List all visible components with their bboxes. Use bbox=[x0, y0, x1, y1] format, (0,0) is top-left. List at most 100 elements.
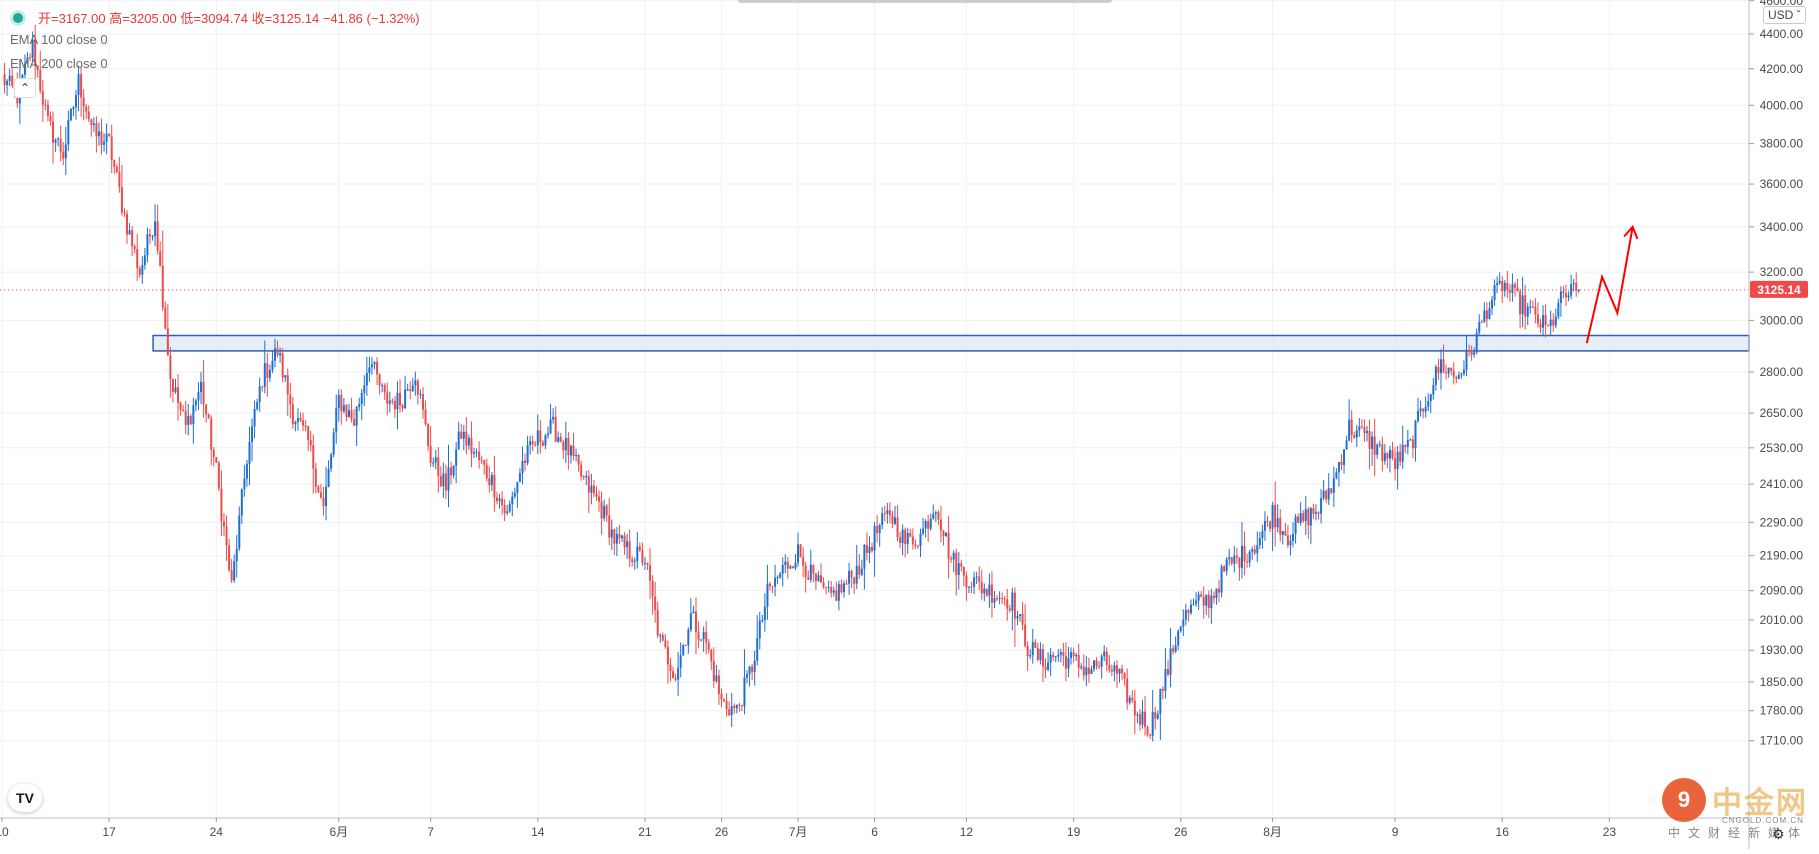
candle-body-80 bbox=[205, 404, 208, 415]
candle-body-52 bbox=[133, 246, 136, 249]
settings-gear-icon[interactable]: ⚙ bbox=[1772, 826, 1785, 842]
candle-body-480 bbox=[1225, 559, 1228, 572]
x-tick-label-6: 21 bbox=[638, 825, 652, 839]
candle-body-141 bbox=[360, 392, 363, 404]
candle-body-443 bbox=[1131, 697, 1134, 701]
candle-body-584 bbox=[1491, 300, 1494, 309]
candle-body-324 bbox=[827, 587, 830, 589]
candle-body-110 bbox=[281, 353, 284, 378]
candle-body-171 bbox=[437, 457, 440, 477]
candle-body-118 bbox=[302, 420, 305, 426]
candle-body-497 bbox=[1269, 521, 1272, 529]
ema-100-legend[interactable]: EMA 100 close 0 bbox=[10, 32, 108, 47]
candle-body-241 bbox=[615, 533, 618, 544]
candle-body-206 bbox=[526, 445, 529, 463]
candle-body-156 bbox=[399, 392, 402, 406]
candle-body-153 bbox=[391, 400, 394, 402]
candle-body-66 bbox=[169, 355, 172, 380]
candle-body-133 bbox=[340, 395, 343, 412]
candle-body-145 bbox=[370, 364, 373, 368]
candle-body-331 bbox=[845, 583, 848, 585]
y-tick-label-3: 4000.00 bbox=[1760, 98, 1804, 112]
candle-body-495 bbox=[1263, 520, 1266, 531]
candle-body-180 bbox=[460, 431, 463, 439]
candle-body-24 bbox=[62, 151, 65, 159]
top-toolbar-shadow bbox=[738, 0, 1112, 3]
candle-body-408 bbox=[1041, 649, 1044, 667]
candle-body-77 bbox=[197, 392, 200, 401]
candle-body-435 bbox=[1110, 669, 1113, 672]
price-axis: 4600.00 4400.00 4200.00 4000.00 3800.00 3600.… bbox=[1748, 0, 1804, 849]
candle-body-548 bbox=[1399, 451, 1402, 462]
candle-body-247 bbox=[631, 559, 634, 562]
candle-body-194 bbox=[495, 497, 498, 501]
candle-body-101 bbox=[258, 386, 261, 403]
candle-body-13 bbox=[34, 39, 37, 66]
last-price-line: 3125.14 bbox=[0, 280, 1808, 298]
candle-body-510 bbox=[1302, 513, 1305, 521]
candle-body-541 bbox=[1381, 444, 1384, 462]
candle-body-263 bbox=[672, 671, 675, 679]
candle-body-423 bbox=[1080, 666, 1083, 668]
currency-label: USD bbox=[1768, 8, 1794, 22]
candle-body-416 bbox=[1062, 652, 1065, 656]
chevron-up-icon[interactable]: ⌃ bbox=[14, 78, 36, 98]
candle-body-238 bbox=[608, 515, 611, 538]
candle-body-581 bbox=[1483, 310, 1486, 323]
y-tick-label-13: 2290.00 bbox=[1760, 515, 1804, 529]
candle-body-59 bbox=[151, 236, 154, 238]
candle-body-448 bbox=[1144, 711, 1147, 728]
currency-selector[interactable]: USD ˇ bbox=[1763, 6, 1806, 24]
candle-body-558 bbox=[1424, 406, 1427, 412]
candle-body-336 bbox=[858, 565, 861, 575]
candle-body-606 bbox=[1547, 324, 1550, 326]
tradingview-logo-icon[interactable]: TV bbox=[8, 784, 42, 812]
candle-body-86 bbox=[220, 488, 223, 522]
candle-body-371 bbox=[947, 532, 950, 559]
candle-body-8 bbox=[21, 74, 24, 80]
candle-body-467 bbox=[1192, 603, 1195, 605]
candle-body-428 bbox=[1093, 660, 1095, 670]
candle-body-392 bbox=[1001, 598, 1004, 600]
ema-200-legend[interactable]: EMA 200 close 0 bbox=[10, 56, 108, 71]
candle-body-106 bbox=[271, 360, 274, 370]
candle-body-542 bbox=[1383, 453, 1386, 462]
candle-body-290 bbox=[740, 704, 743, 707]
candle-body-557 bbox=[1422, 408, 1425, 412]
candle-body-323 bbox=[825, 586, 828, 588]
candle-body-190 bbox=[485, 464, 488, 479]
candle-body-551 bbox=[1406, 439, 1409, 448]
candle-body-39 bbox=[100, 131, 103, 145]
candle-body-286 bbox=[730, 706, 733, 716]
candle-body-568 bbox=[1450, 367, 1453, 371]
candle-body-518 bbox=[1322, 490, 1325, 499]
candle-body-212 bbox=[541, 442, 544, 446]
candle-body-259 bbox=[661, 635, 664, 641]
candle-body-121 bbox=[309, 439, 312, 446]
candle-body-251 bbox=[641, 550, 644, 564]
candle-body-519 bbox=[1325, 490, 1328, 500]
x-tick-label-7: 26 bbox=[715, 825, 729, 839]
candle-body-25 bbox=[64, 144, 67, 159]
candle-body-243 bbox=[620, 535, 623, 539]
candle-body-481 bbox=[1228, 557, 1231, 560]
candle-body-554 bbox=[1414, 420, 1417, 449]
candle-body-81 bbox=[207, 414, 210, 419]
candle-body-329 bbox=[840, 584, 843, 593]
candle-body-288 bbox=[735, 704, 738, 709]
candle-body-193 bbox=[493, 475, 496, 498]
y-tick-label-8: 3000.00 bbox=[1760, 313, 1804, 327]
candle-body-26 bbox=[67, 120, 70, 145]
candle-body-604 bbox=[1542, 315, 1545, 328]
candle-body-527 bbox=[1345, 440, 1348, 450]
candle-body-603 bbox=[1539, 323, 1542, 328]
candle-body-74 bbox=[189, 415, 192, 425]
candle-body-342 bbox=[873, 526, 876, 551]
candle-body-549 bbox=[1401, 444, 1404, 462]
y-tick-label-7: 3200.00 bbox=[1760, 265, 1804, 279]
candle-body-213 bbox=[544, 435, 547, 446]
candle-body-610 bbox=[1557, 302, 1560, 317]
candle-body-132 bbox=[337, 395, 340, 409]
